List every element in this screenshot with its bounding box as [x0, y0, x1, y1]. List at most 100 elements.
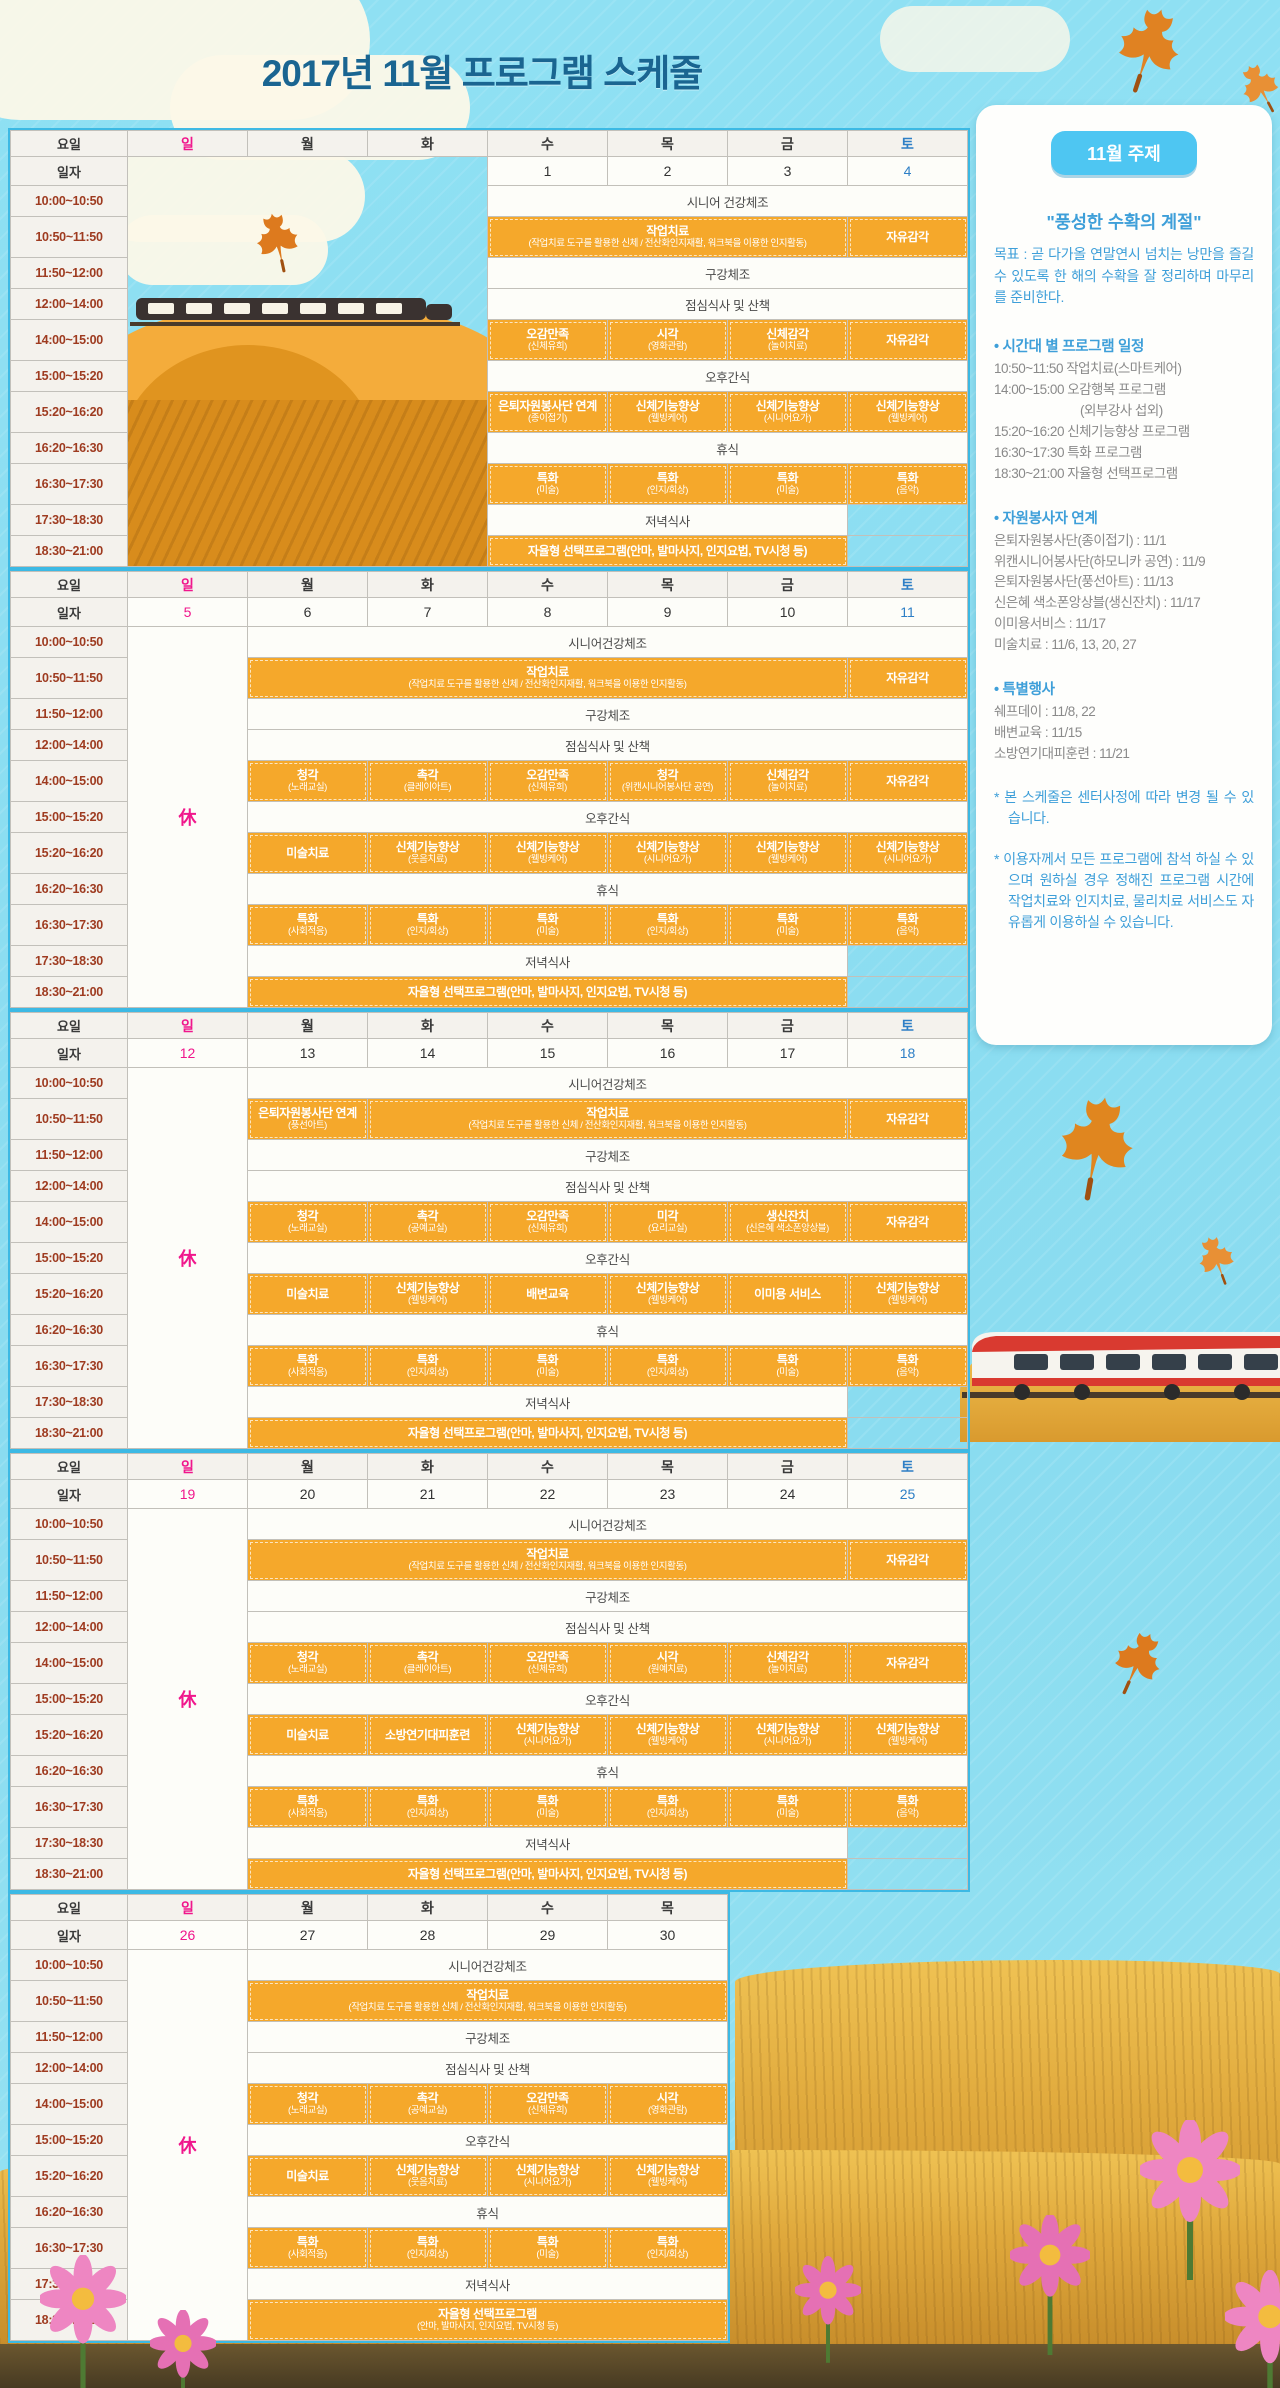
- program-cell: 촉각 (클레이아트): [367, 760, 488, 802]
- date-row: 일자 5 6 7 8 9 10 11: [10, 597, 968, 627]
- cell-title: 특화: [536, 912, 559, 927]
- cell-title: 촉각: [416, 768, 439, 783]
- date-row: 일자 19 20 21 22 23 24 25: [10, 1479, 968, 1509]
- cell-subtitle: (인지/회상): [406, 1366, 449, 1378]
- cell-title: 특화: [296, 1794, 319, 1809]
- time-slot-label: 18:30~21:00: [10, 2299, 128, 2341]
- day-header-월: 월: [247, 571, 368, 598]
- time-slot-label: 16:20~16:30: [10, 1314, 128, 1346]
- program-cell: 신체기능향상 (시니어요가): [727, 1714, 848, 1756]
- cell-title: 휴식: [596, 1765, 619, 1780]
- date-cell: 24: [727, 1479, 848, 1509]
- date-cell: 11: [847, 597, 968, 627]
- cell-subtitle: (시니어요가): [883, 853, 932, 865]
- date-row-label: 일자: [10, 597, 128, 627]
- sidebar-section-item: 소방연기대피훈련 : 11/21: [994, 745, 1130, 761]
- cell-title: 휴식: [596, 1324, 619, 1339]
- cell-subtitle: (공예교실): [408, 1222, 447, 1234]
- cell-title: 특화: [776, 912, 799, 927]
- cell-subtitle: (놀이치료): [768, 1663, 807, 1675]
- cell-title: 구강체조: [585, 1590, 630, 1605]
- date-row-label: 일자: [10, 1038, 128, 1068]
- cell-title: 신체기능향상: [875, 1281, 940, 1296]
- cell-subtitle: (웰빙케어): [888, 1294, 927, 1306]
- program-cell: 오감만족 (신체유희): [487, 760, 608, 802]
- cell-title: 신체감각: [766, 1650, 809, 1665]
- time-row-12:00~14:00: 12:00~14:00 점심식사 및 산책: [10, 288, 968, 320]
- date-row: 일자 12 13 14 15 16 17 18: [10, 1038, 968, 1068]
- time-slot-label: 16:20~16:30: [10, 1755, 128, 1787]
- week-4-block: 요일 일 월 화 수 목 금 토 일자 19 20 21 22 23 24 25 10:00~10:50 休 시니어…: [8, 1451, 970, 1892]
- common-activity-cell: 오후간식: [247, 801, 968, 833]
- day-header-일: 일: [127, 1012, 248, 1039]
- cell-title: 시각: [656, 2091, 679, 2106]
- cell-subtitle: (시니어요가): [523, 1735, 572, 1747]
- day-header-일: 일: [127, 130, 248, 157]
- cell-title: 자유감각: [886, 1655, 929, 1670]
- cell-title: 시니어건강체조: [448, 1959, 527, 1974]
- date-cell: 19: [127, 1479, 248, 1509]
- sidebar-note: * 본 스케줄은 센터사정에 따라 변경 될 수 있습니다.: [994, 788, 1254, 826]
- program-cell: 오감만족 (신체유희): [487, 2083, 608, 2125]
- cell-subtitle: (작업치료 도구를 활용한 신체 / 전산화인지재활, 워크북을 이용한 인지활…: [408, 1560, 687, 1572]
- cell-subtitle: (미술): [776, 484, 799, 496]
- time-row-14:00~15:00: 14:00~15:00 청각 (노래교실) 촉각 (공예교실) 오감만족 (신체유희) 시각(…: [10, 2083, 728, 2125]
- time-row-10:00~10:50: 10:00~10:50 休 시니어건강체조: [10, 1508, 968, 1890]
- time-row-16:20~16:30: 16:20~16:30 휴식: [10, 1755, 968, 1787]
- time-slot-label: 14:00~15:00: [10, 1201, 128, 1243]
- day-header-목: 목: [607, 571, 728, 598]
- cell-title: 특화: [656, 912, 679, 927]
- cell-title: 특화: [296, 912, 319, 927]
- program-cell: 특화 (미술): [727, 1786, 848, 1828]
- cell-title: 저녁식사: [525, 955, 570, 970]
- time-row-15:20~16:20: 15:20~16:20 미술치료 신체기능향상 (웰빙케어) 배변교육 신체기능향상 (웰빙…: [10, 1273, 968, 1315]
- weekday-corner-label: 요일: [10, 1012, 128, 1039]
- cell-title: 신체기능향상: [395, 2163, 460, 2178]
- time-row-10:00~10:50: 10:00~10:50 休 시니어건강체조: [10, 1067, 968, 1449]
- cell-subtitle: (웰빙케어): [528, 853, 567, 865]
- time-slot-label: 14:00~15:00: [10, 2083, 128, 2125]
- cell-title: 구강체조: [465, 2031, 510, 2046]
- cell-subtitle: (사회적응): [288, 925, 327, 937]
- cell-subtitle: (음악): [896, 484, 919, 496]
- time-slot-label: 17:30~18:30: [10, 1827, 128, 1859]
- cell-title: 특화: [536, 1353, 559, 1368]
- cell-subtitle: (작업치료 도구를 활용한 신체 / 전산화인지재활, 워크북을 이용한 인지활…: [348, 2001, 627, 2013]
- day-header-토: 토: [847, 571, 968, 598]
- cell-title: 오감만족: [526, 327, 569, 342]
- cell-subtitle: (음악): [896, 1807, 919, 1819]
- common-activity-cell: 구강체조: [247, 1139, 968, 1171]
- sidebar-section-item: 신은혜 색소폰앙상블(생신잔치) : 11/17: [994, 595, 1201, 611]
- date-cell: 26: [127, 1920, 248, 1950]
- time-row-18:30~21:00: 18:30~21:00 자율형 선택프로그램(안마, 발마사지, 인지요법, TV…: [10, 1417, 968, 1449]
- cell-subtitle: (사회적응): [288, 1807, 327, 1819]
- cell-title: 작업치료: [646, 224, 689, 239]
- time-row-16:30~17:30: 16:30~17:30 특화 (사회적응) 특화 (인지/회상) 특화 (미술) 특화 (인지/…: [10, 2227, 728, 2269]
- cell-subtitle: (미술): [536, 1807, 559, 1819]
- program-cell: 특화 (인지/회상): [607, 1345, 728, 1387]
- day-header-수: 수: [487, 1894, 608, 1921]
- program-cell: 은퇴자원봉사단 연계 (풍선아트): [247, 1098, 368, 1140]
- time-slot-label: 10:00~10:50: [10, 626, 128, 658]
- date-cell: 15: [487, 1038, 608, 1068]
- time-row-10:50~11:50: 10:50~11:50 작업치료 (작업치료 도구를 활용한 신체 / 전산화인지재…: [10, 1539, 968, 1581]
- time-slot-label: 16:30~17:30: [10, 463, 128, 505]
- program-cell: 신체감각 (놀이치료): [727, 1642, 848, 1684]
- cell-subtitle: (웰빙케어): [768, 853, 807, 865]
- program-cell: 촉각 (클레이아트): [367, 1642, 488, 1684]
- cell-subtitle: (인지/회상): [646, 1807, 689, 1819]
- time-slot-label: 16:30~17:30: [10, 904, 128, 946]
- program-cell: 작업치료 (작업치료 도구를 활용한 신체 / 전산화인지재활, 워크북을 이용한…: [367, 1098, 848, 1140]
- time-slot-label: 16:20~16:30: [10, 873, 128, 905]
- time-row-10:50~11:50: 10:50~11:50 작업치료 (작업치료 도구를 활용한 신체 / 전산화인지재…: [10, 216, 968, 258]
- program-cell: 자율형 선택프로그램(안마, 발마사지, 인지요법, TV시청 등): [487, 535, 848, 567]
- time-row-15:20~16:20: 15:20~16:20 미술치료 신체기능향상 (웃음치료) 신체기능향상 (웰빙케어) 신…: [10, 832, 968, 874]
- maple-leaf-icon: [1199, 1237, 1234, 1285]
- common-activity-cell: 점심식사 및 산책: [247, 1611, 968, 1643]
- time-slot-label: 15:20~16:20: [10, 832, 128, 874]
- time-row-18:30~21:00: 18:30~21:00 자율형 선택프로그램(안마, 발마사지, 인지요법, TV…: [10, 976, 968, 1008]
- cell-title: 특화: [536, 471, 559, 486]
- cell-title: 구강체조: [585, 1149, 630, 1164]
- day-header-월: 월: [247, 1012, 368, 1039]
